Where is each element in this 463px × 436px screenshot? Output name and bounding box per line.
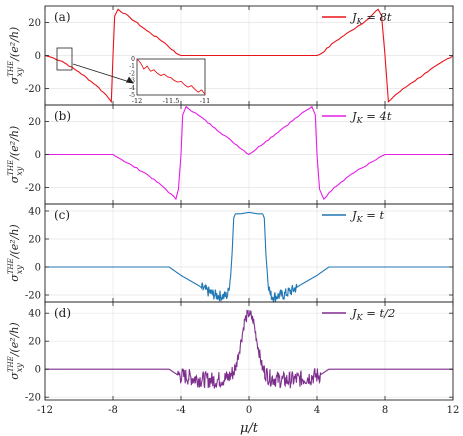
y-axis-label: σxyTHE/(e²/h)	[7, 126, 24, 183]
y-axis-label: σxyTHE/(e²/h)	[7, 224, 24, 281]
legend-label: JK = t/2	[350, 306, 395, 322]
y-tick-label: 0	[35, 365, 41, 376]
inset-x-tick-label: -11	[200, 97, 210, 105]
zoom-region-box	[56, 47, 73, 71]
y-tick-label: 0	[35, 150, 41, 161]
panel-c: -20 0 20 40 (c) JK = t σxyTHE/(e²/h)	[7, 203, 454, 304]
y-tick-label: 0	[35, 263, 41, 274]
x-tick-label: 12	[447, 405, 460, 416]
inset-x-tick-label: -11.5	[163, 97, 180, 105]
series-line-c	[45, 211, 453, 304]
y-tick-label: -20	[25, 291, 41, 302]
y-tick-label: 20	[28, 235, 41, 246]
panel-b: -20 0 20 (b) JK = 4t σxyTHE/(e²/h)	[7, 104, 454, 205]
y-tick-label: 40	[28, 309, 41, 320]
legend-label: JK = 4t	[350, 109, 392, 125]
inset: 0-1-2-3-4-5-12 -11.5 -11	[129, 56, 210, 105]
y-tick-label: 20	[28, 337, 41, 348]
y-tick-label: -20	[25, 183, 41, 194]
y-tick-label: 20	[28, 117, 41, 128]
inset-y-tick-label: -4	[129, 85, 135, 92]
panel-tag: (c)	[54, 208, 70, 222]
y-axis-label: σxyTHE/(e²/h)	[7, 27, 24, 84]
panel-tag: (b)	[54, 109, 71, 123]
series-line-b	[45, 105, 453, 201]
y-tick-label: 20	[28, 18, 41, 29]
panel-tag: (d)	[54, 306, 71, 320]
y-axis-label: σxyTHE/(e²/h)	[7, 322, 24, 379]
inset-y-tick-label: 0	[131, 56, 135, 63]
legend-label: JK = t	[350, 208, 385, 224]
x-tick-label: -8	[108, 405, 118, 416]
inset-series-line	[136, 58, 206, 95]
y-tick-label: 40	[28, 207, 41, 218]
x-axis-label: μ/t	[240, 421, 259, 436]
inset-y-tick-label: -3	[129, 78, 135, 85]
y-tick-label: 0	[35, 51, 41, 62]
x-tick-label: -4	[176, 405, 186, 416]
x-tick-label: 0	[246, 405, 252, 416]
x-tick-label: 4	[314, 405, 320, 416]
series-line-a	[44, 8, 454, 104]
zoom-arrow	[72, 63, 134, 84]
inset-x-tick-label: -12	[132, 97, 142, 105]
x-tick-label: -12	[37, 405, 53, 416]
x-tick-label: 8	[382, 405, 388, 416]
inset-y-tick-label: -5	[129, 92, 135, 99]
y-tick-label: -20	[25, 393, 41, 404]
inset-frame	[136, 58, 206, 96]
inset-y-tick-label: -2	[129, 70, 135, 77]
zoom-arrow-head	[126, 76, 134, 84]
panel-tag: (a)	[54, 10, 71, 24]
legend-label: JK = 8t	[350, 10, 392, 26]
inset-y-tick-label: -1	[129, 63, 135, 70]
panel-d: -20 0 20 40 (d) JK = t/2 σxyTHE/(e²/h)	[7, 301, 454, 404]
y-tick-label: -20	[25, 84, 41, 95]
series-line-d	[45, 309, 453, 389]
